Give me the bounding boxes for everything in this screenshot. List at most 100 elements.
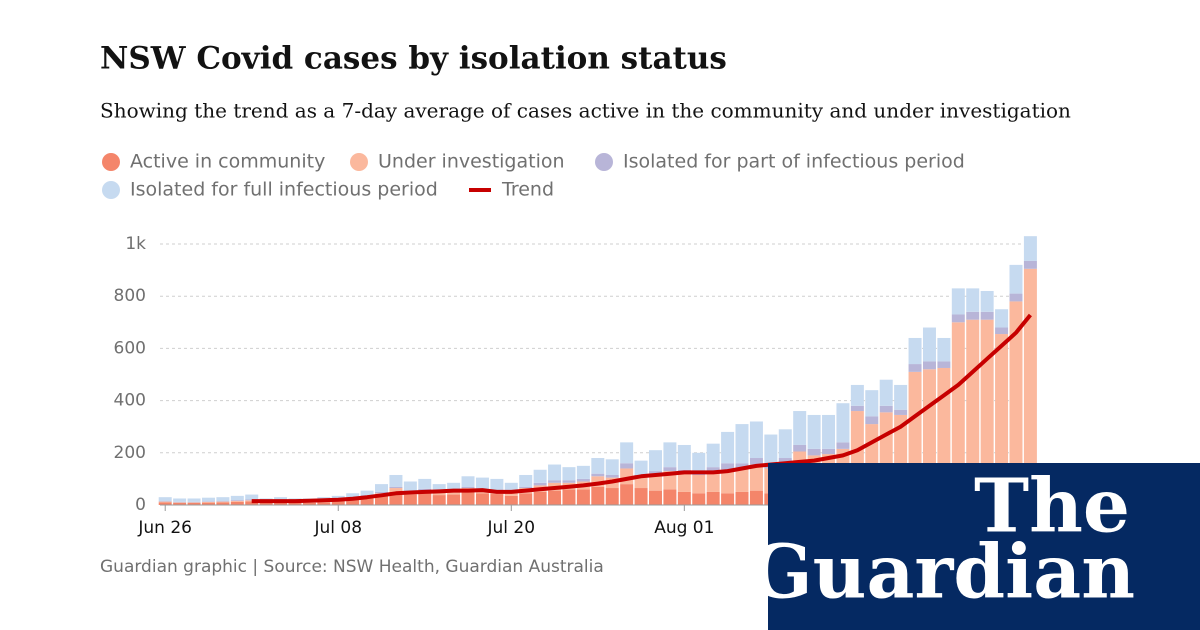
bar-segment [778, 429, 792, 459]
bar-segment [432, 495, 446, 505]
bar-segment [533, 491, 547, 505]
bar-segment [158, 502, 172, 505]
x-tick-label: Aug 01 [654, 518, 714, 538]
legend-label: Under investigation [378, 151, 565, 173]
bar-segment [620, 463, 634, 469]
bar-segment [389, 486, 403, 489]
bar-segment [201, 501, 215, 503]
bar-segment [966, 288, 980, 312]
bar-segment [216, 501, 230, 502]
bar-segment [749, 421, 763, 459]
bar-segment [605, 474, 619, 478]
bar-segment [850, 405, 864, 412]
bar-segment [461, 486, 475, 489]
bar-segment [548, 464, 562, 481]
chart-subtitle: Showing the trend as a 7-day average of … [100, 99, 1071, 123]
bar-segment [879, 379, 893, 406]
chart-title: NSW Covid cases by isolation status [100, 41, 727, 77]
bar-segment [836, 442, 850, 449]
bar-segment [677, 444, 691, 470]
bar-segment [735, 468, 749, 492]
bar-segment [432, 492, 446, 496]
bar-segment [490, 494, 504, 505]
bar-segment [980, 290, 994, 312]
bar-segment [389, 474, 403, 487]
source: Guardian graphic | Source: NSW Health, G… [100, 557, 604, 577]
bar-segment [576, 465, 590, 479]
x-tick-label: Jun 26 [137, 518, 192, 538]
legend-label: Isolated for part of infectious period [623, 151, 965, 173]
bar-segment [721, 493, 735, 505]
bar-segment [807, 448, 821, 456]
bar-segment [519, 486, 533, 489]
bar-segment [173, 502, 187, 505]
x-tick-label: Jul 08 [313, 518, 362, 538]
bar-segment [908, 364, 922, 372]
bar-segment [749, 464, 763, 491]
bar-segment [201, 501, 215, 502]
bar-segment [1009, 293, 1023, 302]
bar-segment [793, 444, 807, 452]
bar-segment [591, 458, 605, 474]
bar-segment [317, 502, 331, 505]
bar-segment [721, 431, 735, 464]
bar-segment [216, 497, 230, 502]
bar-segment [1023, 236, 1037, 261]
bar-segment [576, 489, 590, 505]
bar-segment [951, 322, 965, 490]
bar-segment [677, 491, 691, 505]
legend-swatch [102, 153, 120, 171]
y-tick-label: 400 [114, 391, 146, 411]
bar-segment [951, 314, 965, 323]
bar-segment [1023, 260, 1037, 269]
bar-segment [187, 498, 201, 502]
bar-segment [922, 361, 936, 370]
bar-segment [331, 501, 345, 505]
bar-segment [793, 411, 807, 445]
legend-label: Trend [501, 179, 554, 201]
bar-segment [259, 502, 273, 505]
bar-segment [1023, 268, 1037, 489]
bar-segment [230, 500, 244, 501]
legend-swatch [595, 153, 613, 171]
bar-segment [389, 488, 403, 492]
trend-line [251, 313, 1032, 504]
bar-segment [620, 442, 634, 464]
bar-segment [721, 469, 735, 494]
bar-segment [764, 434, 778, 464]
y-tick-label: 200 [114, 443, 146, 463]
bar-segment [605, 488, 619, 505]
bar-segment [375, 491, 389, 494]
bar-segment [360, 498, 374, 505]
bar-segment [245, 501, 259, 505]
bar-segment [475, 477, 489, 489]
bar-segment [302, 502, 316, 505]
bar-segment [995, 327, 1009, 335]
bar-segment [692, 493, 706, 505]
bar-segment [475, 493, 489, 505]
bar-segment [677, 473, 691, 492]
bar-segment [490, 478, 504, 490]
bar-segment [230, 501, 244, 505]
bar-segment [980, 311, 994, 320]
bar-segment [937, 361, 951, 368]
bar-segment [692, 474, 706, 494]
bar-segment [706, 443, 720, 468]
bar-segment [865, 390, 879, 417]
bar-segment [216, 502, 230, 505]
bar-segment [173, 498, 187, 502]
bar-segment [447, 491, 461, 495]
bar-segment [173, 502, 187, 503]
legend-swatch [350, 153, 368, 171]
bar-segment [663, 442, 677, 468]
bar-segment [922, 327, 936, 362]
bar-segment [995, 334, 1009, 491]
bar-segment [158, 497, 172, 502]
logo-box [768, 463, 1200, 630]
bar-segment [562, 467, 576, 481]
bar-segment [807, 414, 821, 449]
logo-text: Guardian [749, 530, 1135, 616]
bar-segment [735, 491, 749, 505]
bar-segment [836, 403, 850, 443]
bar-segment [951, 288, 965, 315]
